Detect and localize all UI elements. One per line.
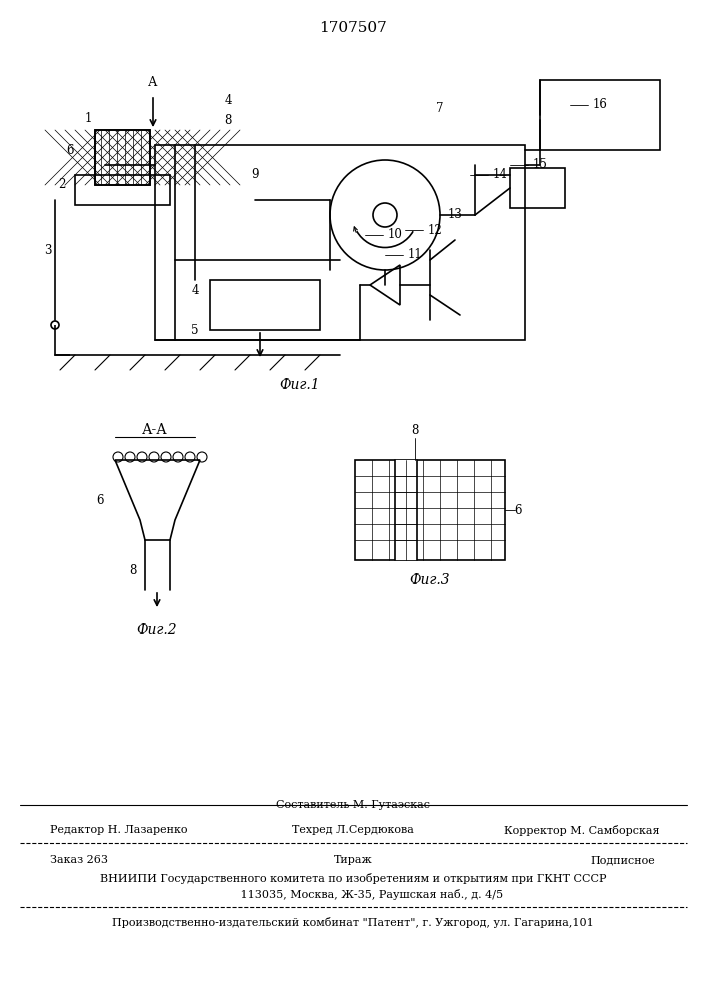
Text: 6: 6 bbox=[66, 143, 74, 156]
Text: Производственно-издательский комбинат "Патент", г. Ужгород, ул. Гагарина,101: Производственно-издательский комбинат "П… bbox=[112, 918, 594, 928]
Text: 2: 2 bbox=[58, 178, 66, 192]
Text: Фиг.3: Фиг.3 bbox=[409, 573, 450, 587]
Text: 11: 11 bbox=[408, 248, 422, 261]
Bar bbox=[210, 280, 320, 330]
Bar bbox=[355, 460, 505, 560]
Text: 6: 6 bbox=[514, 504, 522, 516]
Text: 6: 6 bbox=[96, 493, 104, 506]
Text: Тираж: Тираж bbox=[334, 855, 373, 865]
Text: 3: 3 bbox=[45, 243, 52, 256]
Bar bbox=[75, 175, 170, 205]
Text: 5: 5 bbox=[192, 324, 199, 336]
Text: 8: 8 bbox=[129, 564, 136, 576]
Text: Фиг.1: Фиг.1 bbox=[280, 378, 320, 392]
Text: Корректор М. Самборская: Корректор М. Самборская bbox=[505, 824, 660, 836]
Text: А: А bbox=[148, 77, 158, 90]
Bar bbox=[95, 130, 150, 185]
Text: 8: 8 bbox=[224, 113, 232, 126]
Text: ВНИИПИ Государственного комитета по изобретениям и открытиям при ГКНТ СССР: ВНИИПИ Государственного комитета по изоб… bbox=[100, 872, 606, 884]
Text: Подписное: Подписное bbox=[590, 855, 655, 865]
Text: 9: 9 bbox=[251, 168, 259, 182]
Text: Техред Л.Сердюкова: Техред Л.Сердюкова bbox=[292, 825, 414, 835]
Text: 1707507: 1707507 bbox=[319, 21, 387, 35]
Text: 1: 1 bbox=[84, 111, 92, 124]
Text: 10: 10 bbox=[387, 229, 402, 241]
Text: 8: 8 bbox=[411, 424, 419, 436]
Text: 15: 15 bbox=[532, 158, 547, 172]
Text: Редактор Н. Лазаренко: Редактор Н. Лазаренко bbox=[50, 825, 187, 835]
Text: Фиг.2: Фиг.2 bbox=[136, 623, 177, 637]
Text: 113035, Москва, Ж-35, Раушская наб., д. 4/5: 113035, Москва, Ж-35, Раушская наб., д. … bbox=[202, 890, 503, 900]
Bar bbox=[510, 168, 565, 208]
Text: 7: 7 bbox=[436, 102, 444, 114]
Text: 16: 16 bbox=[592, 99, 607, 111]
Bar bbox=[540, 80, 660, 150]
Text: 4: 4 bbox=[224, 94, 232, 106]
Text: 14: 14 bbox=[493, 168, 508, 182]
Bar bbox=[95, 130, 150, 185]
Text: 13: 13 bbox=[448, 209, 462, 222]
Text: 4: 4 bbox=[192, 284, 199, 296]
Text: 12: 12 bbox=[428, 224, 443, 236]
Text: Составитель М. Гутаэскас: Составитель М. Гутаэскас bbox=[276, 800, 430, 810]
Bar bbox=[155, 145, 525, 340]
Bar bbox=[395, 460, 417, 560]
Text: А-А: А-А bbox=[142, 423, 168, 437]
Text: Заказ 263: Заказ 263 bbox=[50, 855, 108, 865]
